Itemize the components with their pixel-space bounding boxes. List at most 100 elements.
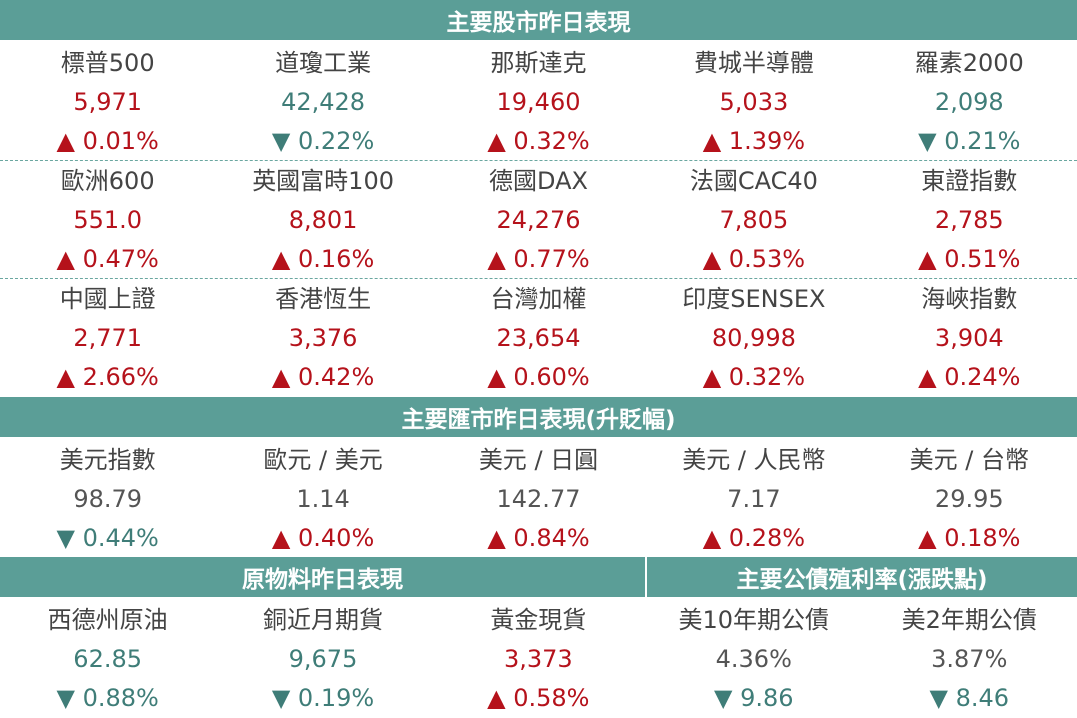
quote-us2y: 美2年期公債 3.87% ▼ 8.46 — [862, 601, 1077, 718]
quote-change: ▲ 0.28% — [702, 524, 806, 552]
quote-change: ▼ 0.22% — [271, 127, 375, 155]
quote-sp500: 標普500 5,971 ▲ 0.01% — [0, 44, 215, 161]
quote-name: 那斯達克 — [490, 49, 587, 77]
quote-change: ▲ 2.66% — [56, 363, 159, 391]
quote-value: 8,801 — [288, 206, 358, 234]
quote-sensex: 印度SENSEX 80,998 ▲ 0.32% — [646, 280, 861, 397]
quote-name: 費城半導體 — [693, 49, 814, 77]
stocks-row-3: 中國上證 2,771 ▲ 2.66% 香港恆生 3,376 ▲ 0.42% 台灣… — [0, 280, 1077, 397]
quote-name: 美元指數 — [59, 446, 156, 474]
quote-name: 海峽指數 — [921, 285, 1018, 313]
quote-value: 551.0 — [73, 206, 143, 234]
quote-name: 東證指數 — [921, 167, 1018, 195]
quote-change: ▼ 8.46 — [929, 684, 1010, 712]
quote-stoxx600: 歐洲600 551.0 ▲ 0.47% — [0, 162, 215, 279]
stocks-row-1: 標普500 5,971 ▲ 0.01% 道瓊工業 42,428 ▼ 0.22% … — [0, 44, 1077, 161]
quote-change: ▲ 0.60% — [487, 363, 590, 391]
stocks-row-2: 歐洲600 551.0 ▲ 0.47% 英國富時100 8,801 ▲ 0.16… — [0, 162, 1077, 279]
quote-dax: 德國DAX 24,276 ▲ 0.77% — [431, 162, 646, 279]
quote-shanghai: 中國上證 2,771 ▲ 2.66% — [0, 280, 215, 397]
quote-wti: 西德州原油 62.85 ▼ 0.88% — [0, 601, 215, 718]
quote-value: 24,276 — [496, 206, 581, 234]
quote-name: 英國富時100 — [252, 167, 394, 195]
quote-name: 歐洲600 — [60, 167, 155, 195]
quote-value: 3.87% — [931, 645, 1008, 673]
stocks-section-header: 主要股市昨日表現 — [0, 0, 1077, 40]
quote-name: 歐元 / 美元 — [263, 446, 383, 474]
quote-change: ▼ 0.88% — [56, 684, 159, 712]
quote-change: ▲ 0.40% — [271, 524, 375, 552]
quote-nasdaq: 那斯達克 19,460 ▲ 0.32% — [431, 44, 646, 161]
quote-value: 3,373 — [503, 645, 573, 673]
quote-value: 142.77 — [496, 485, 581, 513]
commodities-section-header: 原物料昨日表現 — [0, 557, 645, 597]
quote-value: 98.79 — [73, 485, 143, 513]
quote-value: 2,098 — [934, 88, 1004, 116]
quote-name: 美2年期公債 — [901, 606, 1037, 634]
quote-value: 42,428 — [281, 88, 366, 116]
quote-name: 銅近月期貨 — [262, 606, 383, 634]
row-divider — [0, 278, 1077, 279]
quote-change: ▼ 0.44% — [56, 524, 159, 552]
quote-change: ▼ 0.21% — [918, 127, 1021, 155]
quote-value: 2,771 — [73, 324, 143, 352]
quote-change: ▲ 0.32% — [487, 127, 590, 155]
quote-value: 62.85 — [73, 645, 143, 673]
quote-straits: 海峽指數 3,904 ▲ 0.24% — [862, 280, 1077, 397]
quote-change: ▲ 0.18% — [918, 524, 1021, 552]
row-divider — [0, 160, 1077, 161]
quote-name: 羅素2000 — [914, 49, 1024, 77]
fx-row: 美元指數 98.79 ▼ 0.44% 歐元 / 美元 1.14 ▲ 0.40% … — [0, 441, 1077, 558]
quote-copper: 銅近月期貨 9,675 ▼ 0.19% — [215, 601, 430, 718]
quote-value: 29.95 — [934, 485, 1004, 513]
quote-change: ▲ 0.16% — [271, 245, 375, 273]
quote-ftse100: 英國富時100 8,801 ▲ 0.16% — [215, 162, 430, 279]
quote-name: 德國DAX — [489, 167, 588, 195]
quote-change: ▲ 1.39% — [702, 127, 806, 155]
quote-change: ▲ 0.58% — [487, 684, 590, 712]
quote-change: ▲ 0.32% — [702, 363, 806, 391]
quote-value: 19,460 — [496, 88, 581, 116]
quote-change: ▲ 0.84% — [487, 524, 590, 552]
fx-section-header: 主要匯市昨日表現(升貶幅) — [0, 397, 1077, 437]
quote-name: 黃金現貨 — [490, 606, 587, 634]
quote-eurusd: 歐元 / 美元 1.14 ▲ 0.40% — [215, 441, 430, 558]
quote-change: ▲ 0.77% — [487, 245, 590, 273]
quote-value: 4.36% — [715, 645, 792, 673]
quote-topix: 東證指數 2,785 ▲ 0.51% — [862, 162, 1077, 279]
quote-value: 7,805 — [719, 206, 789, 234]
quote-change: ▲ 0.24% — [918, 363, 1021, 391]
quote-change: ▲ 0.01% — [56, 127, 159, 155]
quote-value: 3,376 — [288, 324, 358, 352]
quote-change: ▲ 0.47% — [56, 245, 159, 273]
quote-dxy: 美元指數 98.79 ▼ 0.44% — [0, 441, 215, 558]
quote-name: 美元 / 日圓 — [478, 446, 599, 474]
quote-name: 美10年期公債 — [678, 606, 830, 634]
quote-value: 23,654 — [496, 324, 581, 352]
quote-value: 9,675 — [288, 645, 358, 673]
quote-sox: 費城半導體 5,033 ▲ 1.39% — [646, 44, 861, 161]
quote-name: 中國上證 — [59, 285, 156, 313]
quote-name: 法國CAC40 — [689, 167, 818, 195]
quote-change: ▼ 0.19% — [271, 684, 375, 712]
bonds-section-header: 主要公債殖利率(漲跌點) — [647, 557, 1077, 597]
quote-gold: 黃金現貨 3,373 ▲ 0.58% — [431, 601, 646, 718]
quote-name: 道瓊工業 — [275, 49, 372, 77]
bonds-row: 美10年期公債 4.36% ▼ 9.86 美2年期公債 3.87% ▼ 8.46 — [646, 601, 1077, 718]
quote-name: 西德州原油 — [47, 606, 168, 634]
quote-cac40: 法國CAC40 7,805 ▲ 0.53% — [646, 162, 861, 279]
quote-value: 5,971 — [73, 88, 143, 116]
quote-name: 印度SENSEX — [682, 285, 826, 313]
quote-usdtwd: 美元 / 台幣 29.95 ▲ 0.18% — [862, 441, 1077, 558]
quote-us10y: 美10年期公債 4.36% ▼ 9.86 — [646, 601, 862, 718]
quote-name: 標普500 — [60, 49, 155, 77]
quote-name: 台灣加權 — [490, 285, 587, 313]
quote-value: 1.14 — [296, 485, 350, 513]
commodities-row: 西德州原油 62.85 ▼ 0.88% 銅近月期貨 9,675 ▼ 0.19% … — [0, 601, 646, 718]
quote-name: 美元 / 人民幣 — [682, 446, 826, 474]
quote-value: 3,904 — [934, 324, 1004, 352]
quote-change: ▲ 0.51% — [918, 245, 1021, 273]
quote-value: 5,033 — [719, 88, 789, 116]
quote-usdcny: 美元 / 人民幣 7.17 ▲ 0.28% — [646, 441, 861, 558]
quote-hang-seng: 香港恆生 3,376 ▲ 0.42% — [215, 280, 430, 397]
